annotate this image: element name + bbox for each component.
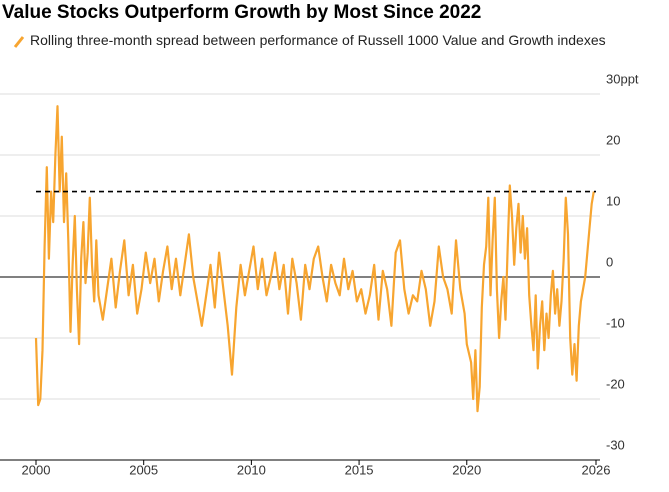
y-tick-label: -10 (606, 315, 625, 330)
x-tick-label: 2020 (452, 462, 481, 477)
x-tick-label: 2015 (345, 462, 374, 477)
y-tick-label: -30 (606, 437, 625, 452)
legend-key (13, 36, 25, 48)
y-tick-label: 0 (606, 254, 613, 269)
y-tick-label: 10 (606, 193, 620, 208)
x-tick-label: 2005 (129, 462, 158, 477)
legend-label: Rolling three-month spread between perfo… (30, 32, 606, 48)
x-tick-label: 2010 (237, 462, 266, 477)
y-tick-label: -20 (606, 376, 625, 391)
series-line (34, 105, 595, 413)
chart-title: Value Stocks Outperform Growth by Most S… (2, 2, 482, 23)
y-tick-label: 30ppt (606, 71, 639, 86)
x-tick-label: 2000 (22, 462, 51, 477)
y-tick-label: 20 (606, 132, 620, 147)
x-tick-label: 2026 (582, 462, 611, 477)
legend: Rolling three-month spread between perfo… (12, 32, 612, 49)
